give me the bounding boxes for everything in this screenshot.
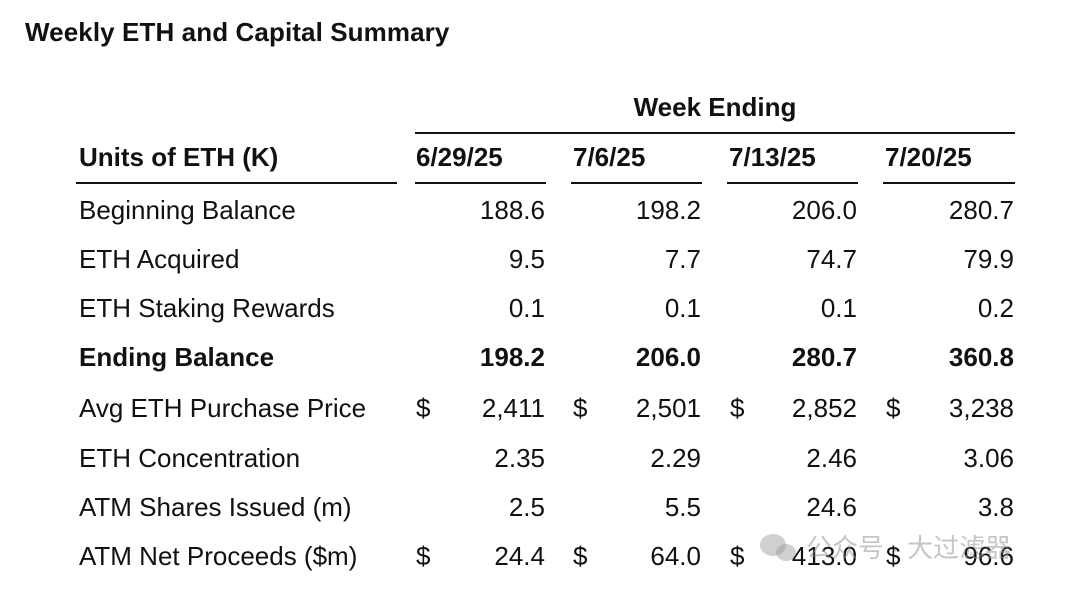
row-label: ETH Acquired	[79, 244, 240, 274]
table-cell: 0.1	[820, 293, 857, 323]
column-header-3: 7/13/25	[729, 142, 816, 172]
table-cell: 360.8	[948, 342, 1014, 372]
table-cell: 0.1	[664, 293, 701, 323]
table-cell: 24.4	[494, 541, 545, 571]
watermark: 公众号 · 大过滤器	[760, 528, 1011, 565]
table-cell: 2.5	[508, 492, 545, 522]
table-row: Ending Balance 198.2 206.0 280.7 360.8	[0, 332, 1080, 381]
table-cell: 198.2	[635, 195, 701, 225]
dollar-sign: $	[886, 541, 901, 571]
table-cell: 0.2	[977, 293, 1014, 323]
column-header-rule-2	[571, 182, 702, 184]
row-header: Units of ETH (K)	[79, 142, 279, 172]
summary-title: Weekly ETH and Capital Summary	[25, 17, 450, 47]
row-label: Beginning Balance	[79, 195, 296, 225]
table-cell: 5.5	[664, 492, 701, 522]
table-cell: 280.7	[791, 342, 857, 372]
table-row: Avg ETH Purchase Price $2,411 $2,501 $2,852…	[0, 383, 1080, 432]
table-cell: 3.8	[977, 492, 1014, 522]
table-cell: 64.0	[650, 541, 701, 571]
column-header-rule-4	[883, 182, 1015, 184]
dollar-sign: $	[886, 393, 901, 423]
table-cell: 3.06	[963, 443, 1014, 473]
dollar-sign: $	[573, 541, 588, 571]
table-row: Beginning Balance 188.6 198.2 206.0 280.7	[0, 185, 1080, 234]
week-ending-rule	[415, 132, 1015, 134]
table-cell: 74.7	[806, 244, 857, 274]
table-cell: 79.9	[963, 244, 1014, 274]
table-cell: 2,852	[791, 393, 857, 423]
table-cell: 206.0	[791, 195, 857, 225]
row-header-rule	[76, 182, 397, 184]
table-cell: 3,238	[948, 393, 1014, 423]
row-label: Avg ETH Purchase Price	[79, 393, 367, 423]
dollar-sign: $	[730, 393, 745, 423]
table-cell: 2.35	[494, 443, 545, 473]
table-cell: 280.7	[948, 195, 1014, 225]
row-label: ETH Concentration	[79, 443, 301, 473]
column-header-rule-3	[727, 182, 858, 184]
table-row: ATM Net Proceeds ($m) $24.4 $64.0 $413.0 $96…	[0, 531, 1080, 580]
table-cell: 198.2	[479, 342, 545, 372]
table-cell: 2.46	[806, 443, 857, 473]
table-row: ETH Concentration 2.35 2.29 2.46 3.06	[0, 433, 1080, 482]
table-cell: 24.6	[806, 492, 857, 522]
row-label: Ending Balance	[79, 342, 275, 372]
row-label: ATM Shares Issued (m)	[79, 492, 352, 522]
column-header-4: 7/20/25	[885, 142, 972, 172]
row-label: ETH Staking Rewards	[79, 293, 335, 323]
table-cell: 413.0	[791, 541, 857, 571]
table-row: ETH Staking Rewards 0.1 0.1 0.1 0.2	[0, 283, 1080, 332]
table-cell: 2,501	[635, 393, 701, 423]
table-cell: 2.29	[650, 443, 701, 473]
wechat-icon	[760, 532, 798, 562]
row-label: ATM Net Proceeds ($m)	[79, 541, 358, 571]
dollar-sign: $	[730, 541, 745, 571]
dollar-sign: $	[573, 393, 588, 423]
column-header-rule-1	[415, 182, 546, 184]
watermark-text: 公众号 · 大过滤器	[806, 533, 1012, 563]
table-row: ATM Shares Issued (m) 2.5 5.5 24.6 3.8	[0, 482, 1080, 531]
table-row: ETH Acquired 9.5 7.7 74.7 79.9	[0, 234, 1080, 283]
table-cell: 7.7	[664, 244, 701, 274]
week-ending-header: Week Ending	[633, 92, 797, 122]
dollar-sign: $	[416, 541, 431, 571]
table-cell: 2,411	[481, 393, 545, 423]
dollar-sign: $	[416, 393, 431, 423]
table-cell: 0.1	[508, 293, 545, 323]
column-header-1: 6/29/25	[416, 142, 503, 172]
table-cell: 9.5	[508, 244, 545, 274]
table-cell: 188.6	[479, 195, 545, 225]
table-cell: 206.0	[635, 342, 701, 372]
table-cell: 96.6	[963, 541, 1014, 571]
column-header-2: 7/6/25	[573, 142, 646, 172]
